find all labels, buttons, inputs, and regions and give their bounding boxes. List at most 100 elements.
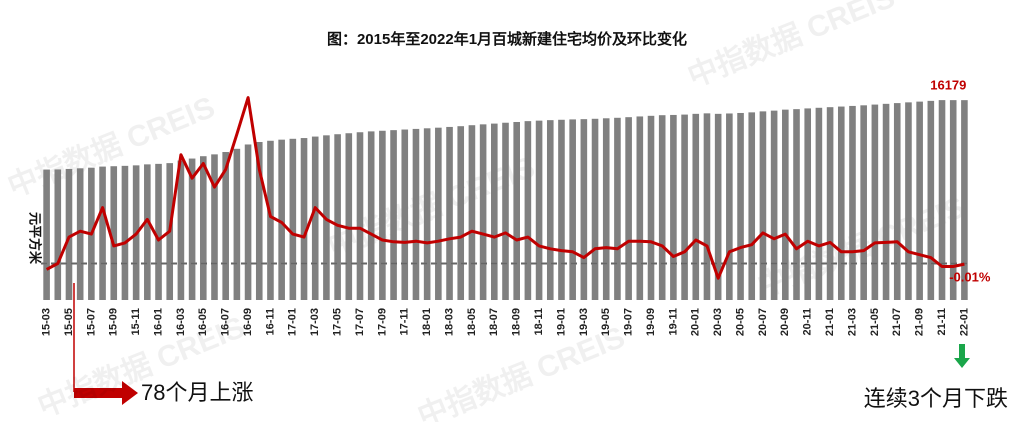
- x-tick-label: 15-05: [63, 308, 75, 336]
- x-tick-label: 19-05: [600, 308, 612, 336]
- bar: [569, 119, 576, 301]
- bar: [155, 163, 162, 300]
- bar: [267, 140, 274, 300]
- x-tick-label: 21-05: [869, 308, 881, 336]
- bar: [76, 168, 84, 300]
- bar: [65, 168, 73, 300]
- bar: [334, 134, 341, 300]
- bar: [770, 110, 778, 300]
- x-tick-label: 18-11: [533, 308, 545, 336]
- line-series: [45, 96, 965, 280]
- x-tick-label: 18-01: [421, 308, 433, 336]
- rise-annotation: 78个月上涨: [141, 380, 253, 405]
- bar: [278, 139, 285, 300]
- bar: [703, 113, 711, 300]
- x-tick-label: 15-09: [108, 308, 120, 336]
- bar: [905, 102, 912, 301]
- bar: [804, 108, 812, 300]
- x-tick-label: 18-05: [466, 308, 478, 336]
- bar: [793, 109, 800, 300]
- x-tick-label: 19-11: [667, 308, 679, 336]
- x-tick-label: 21-03: [846, 308, 858, 336]
- bar: [233, 148, 241, 300]
- bar: [479, 124, 487, 300]
- bar: [468, 125, 476, 301]
- x-tick-label: 22-01: [958, 308, 970, 336]
- x-tick-label: 19-01: [555, 308, 567, 336]
- x-tick-label: 20-01: [690, 308, 702, 336]
- bar: [535, 120, 543, 301]
- bar: [199, 156, 207, 300]
- x-tick-label: 17-09: [376, 308, 388, 336]
- x-tick-label: 15-07: [85, 308, 97, 336]
- bar: [737, 112, 744, 300]
- x-tick-label: 15-03: [41, 308, 53, 336]
- bar: [826, 107, 834, 300]
- bar: [636, 116, 644, 300]
- y-axis-label: 元平方米: [28, 212, 43, 265]
- bar: [658, 115, 666, 300]
- bar: [502, 122, 509, 300]
- bar: [591, 118, 599, 301]
- bar: [681, 114, 688, 300]
- bar: [244, 144, 252, 300]
- bar: [726, 113, 733, 301]
- bar: [110, 166, 118, 300]
- x-tick-label: 19-07: [623, 308, 635, 336]
- x-tick-label: 20-05: [734, 308, 746, 336]
- bar: [255, 142, 263, 300]
- bar: [871, 104, 879, 300]
- x-tick-label: 20-07: [757, 308, 769, 336]
- x-tick-label: 19-03: [578, 308, 590, 336]
- bar: [54, 169, 62, 300]
- x-tick-label: 17-07: [354, 308, 366, 336]
- x-tick-label: 16-05: [197, 308, 209, 336]
- bar: [647, 115, 655, 300]
- bar: [188, 158, 196, 300]
- x-tick-label: 16-01: [152, 308, 164, 336]
- bar: [457, 126, 465, 300]
- bar: [670, 114, 677, 300]
- bar: [714, 113, 722, 300]
- bar: [345, 133, 353, 300]
- x-tick-label: 19-09: [645, 308, 657, 336]
- bar: [412, 128, 420, 300]
- bar: [748, 112, 756, 300]
- x-tick-label: 16-11: [264, 308, 276, 336]
- x-tick-label: 21-07: [891, 308, 903, 336]
- fall-annotation: 连续3个月下跌: [864, 386, 1008, 411]
- bar: [513, 121, 520, 301]
- bar: [356, 132, 364, 300]
- bar: [927, 100, 935, 300]
- chart-title: 图：2015年至2022年1月百城新建住宅均价及环比变化: [327, 30, 687, 48]
- bar: [625, 117, 632, 300]
- bar: [558, 119, 565, 300]
- x-tick-label: 18-03: [443, 308, 455, 336]
- fall-arrow: [954, 344, 970, 368]
- rise-arrow: [74, 381, 138, 405]
- x-tick-label: 20-11: [802, 308, 814, 336]
- bar: [99, 166, 106, 300]
- bar: [815, 107, 823, 300]
- x-tick-label: 18-09: [511, 308, 523, 336]
- bar: [759, 111, 767, 300]
- bar: [211, 154, 218, 300]
- x-tick-label: 20-03: [712, 308, 724, 336]
- bar: [893, 103, 901, 300]
- bar: [177, 160, 185, 300]
- x-tick-label: 18-07: [488, 308, 500, 336]
- bar: [300, 138, 308, 300]
- bar: [882, 103, 890, 300]
- line-value-label: -0.01%: [949, 270, 991, 285]
- bar: [692, 113, 700, 300]
- bar: [435, 127, 442, 300]
- bar: [491, 123, 498, 300]
- x-tick-label: 16-03: [175, 308, 187, 336]
- bar: [222, 152, 229, 300]
- bar: [546, 120, 554, 300]
- bar: [311, 136, 319, 300]
- x-tick-label: 16-09: [242, 308, 254, 336]
- bar: [949, 100, 957, 300]
- bar: [860, 105, 867, 300]
